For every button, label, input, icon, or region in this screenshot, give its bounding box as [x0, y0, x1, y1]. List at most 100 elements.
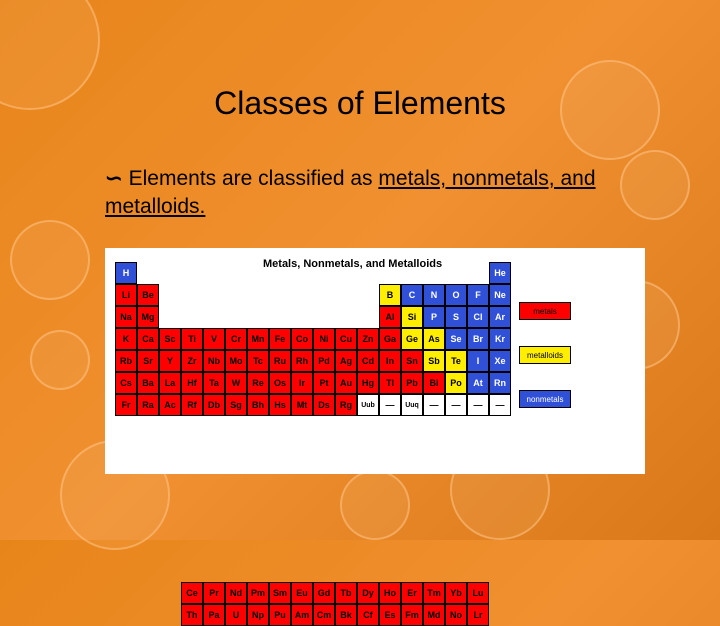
element-cell-V: V	[203, 328, 225, 350]
element-cell-Rg: Rg	[335, 394, 357, 416]
bullet-text: ∽Elements are classified as metals, nonm…	[105, 165, 660, 222]
element-cell-Bh: Bh	[247, 394, 269, 416]
element-cell-Ru: Ru	[269, 350, 291, 372]
element-cell-S: S	[445, 306, 467, 328]
element-cell-Rf: Rf	[181, 394, 203, 416]
element-cell-Cl: Cl	[467, 306, 489, 328]
element-cell-Pa: Pa	[203, 604, 225, 626]
element-cell-Cm: Cm	[313, 604, 335, 626]
element-cell-Hs: Hs	[269, 394, 291, 416]
element-cell-Se: Se	[445, 328, 467, 350]
element-cell-Ta: Ta	[203, 372, 225, 394]
element-cell-Uuq: Uuq	[401, 394, 423, 416]
element-cell-Es: Es	[379, 604, 401, 626]
element-cell-Ne: Ne	[489, 284, 511, 306]
element-cell-Db: Db	[203, 394, 225, 416]
element-cell-Mt: Mt	[291, 394, 313, 416]
element-cell-Fe: Fe	[269, 328, 291, 350]
element-cell-Cs: Cs	[115, 372, 137, 394]
element-cell-P: P	[423, 306, 445, 328]
element-cell-Lr: Lr	[467, 604, 489, 626]
element-cell-Al: Al	[379, 306, 401, 328]
element-cell-Na: Na	[115, 306, 137, 328]
element-cell-Ni: Ni	[313, 328, 335, 350]
element-cell-Pd: Pd	[313, 350, 335, 372]
element-cell-La: La	[159, 372, 181, 394]
element-cell-F: F	[467, 284, 489, 306]
element-cell-Y: Y	[159, 350, 181, 372]
element-cell-Nd: Nd	[225, 582, 247, 604]
element-cell-Si: Si	[401, 306, 423, 328]
element-cell-Sb: Sb	[423, 350, 445, 372]
element-cell-N: N	[423, 284, 445, 306]
element-cell-Ag: Ag	[335, 350, 357, 372]
element-cell-—: —	[423, 394, 445, 416]
slide-title: Classes of Elements	[0, 85, 720, 122]
element-cell-Sm: Sm	[269, 582, 291, 604]
element-cell-Gd: Gd	[313, 582, 335, 604]
bullet-icon: ∽	[105, 165, 123, 193]
bubble	[340, 470, 410, 540]
element-cell-Ge: Ge	[401, 328, 423, 350]
element-cell-Pr: Pr	[203, 582, 225, 604]
bullet-prefix: Elements are classified as	[129, 167, 379, 190]
element-cell-Cr: Cr	[225, 328, 247, 350]
element-cell-Tc: Tc	[247, 350, 269, 372]
element-cell-Ce: Ce	[181, 582, 203, 604]
element-cell-Hg: Hg	[357, 372, 379, 394]
legend-metalloids: metalloids	[519, 346, 571, 364]
element-cell-Rn: Rn	[489, 372, 511, 394]
element-cell-Pm: Pm	[247, 582, 269, 604]
element-cell-Ac: Ac	[159, 394, 181, 416]
element-cell-Be: Be	[137, 284, 159, 306]
element-cell-Kr: Kr	[489, 328, 511, 350]
element-cell-Sn: Sn	[401, 350, 423, 372]
bubble	[30, 330, 90, 390]
element-cell-Fr: Fr	[115, 394, 137, 416]
element-cell-Ho: Ho	[379, 582, 401, 604]
element-cell-Mg: Mg	[137, 306, 159, 328]
element-cell-Nb: Nb	[203, 350, 225, 372]
element-cell-Ds: Ds	[313, 394, 335, 416]
periodic-table-main-grid: HHeLiBeBCNOFNeNaMgAlSiPSClArKCaScTiVCrMn…	[115, 258, 635, 412]
element-cell-Eu: Eu	[291, 582, 313, 604]
element-cell-Tl: Tl	[379, 372, 401, 394]
element-cell-Pu: Pu	[269, 604, 291, 626]
element-cell-Te: Te	[445, 350, 467, 372]
element-cell-H: H	[115, 262, 137, 284]
element-cell-O: O	[445, 284, 467, 306]
element-cell-Ra: Ra	[137, 394, 159, 416]
element-cell-U: U	[225, 604, 247, 626]
element-cell-Th: Th	[181, 604, 203, 626]
element-cell-In: In	[379, 350, 401, 372]
element-cell-Au: Au	[335, 372, 357, 394]
element-cell-Zr: Zr	[181, 350, 203, 372]
element-cell-Np: Np	[247, 604, 269, 626]
element-cell-Cf: Cf	[357, 604, 379, 626]
element-cell-K: K	[115, 328, 137, 350]
element-cell-Md: Md	[423, 604, 445, 626]
element-cell-Re: Re	[247, 372, 269, 394]
element-cell-Os: Os	[269, 372, 291, 394]
element-cell-Ir: Ir	[291, 372, 313, 394]
bubble	[10, 220, 90, 300]
element-cell-Yb: Yb	[445, 582, 467, 604]
element-cell-Er: Er	[401, 582, 423, 604]
element-cell-—: —	[445, 394, 467, 416]
element-cell-Mn: Mn	[247, 328, 269, 350]
element-cell-Bi: Bi	[423, 372, 445, 394]
element-cell-W: W	[225, 372, 247, 394]
element-cell-Xe: Xe	[489, 350, 511, 372]
legend-nonmetals: nonmetals	[519, 390, 571, 408]
element-cell-Fm: Fm	[401, 604, 423, 626]
element-cell-At: At	[467, 372, 489, 394]
element-cell-Pt: Pt	[313, 372, 335, 394]
element-cell-Br: Br	[467, 328, 489, 350]
element-cell-Ar: Ar	[489, 306, 511, 328]
element-cell-Dy: Dy	[357, 582, 379, 604]
element-cell-Bk: Bk	[335, 604, 357, 626]
element-cell-Sr: Sr	[137, 350, 159, 372]
element-cell-Am: Am	[291, 604, 313, 626]
element-cell-As: As	[423, 328, 445, 350]
element-cell-Li: Li	[115, 284, 137, 306]
